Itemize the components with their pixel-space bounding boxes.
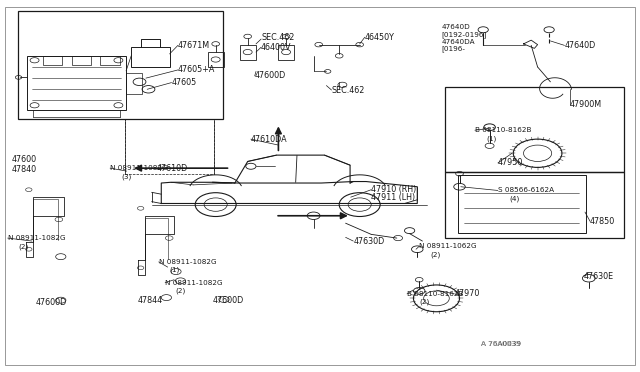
Text: 47840: 47840	[12, 165, 36, 174]
Text: SEC.462: SEC.462	[332, 86, 365, 94]
Text: 47640DA: 47640DA	[442, 39, 476, 45]
Bar	[72, 56, 91, 65]
Bar	[43, 56, 62, 65]
Text: 46400V: 46400V	[261, 43, 292, 52]
Text: A 76A0039: A 76A0039	[481, 341, 521, 347]
Text: (2): (2)	[175, 288, 186, 294]
Text: 47600D: 47600D	[255, 71, 286, 80]
Text: 47640D: 47640D	[442, 24, 470, 30]
Text: 47605: 47605	[172, 78, 196, 87]
Text: (1): (1)	[170, 267, 180, 273]
Text: 47600D: 47600D	[212, 296, 244, 305]
Bar	[27, 56, 126, 110]
Bar	[208, 52, 224, 67]
Bar	[445, 172, 624, 238]
Text: 47911 (LH): 47911 (LH)	[371, 193, 415, 202]
Text: 47844: 47844	[138, 296, 163, 305]
Text: N 08911-1082G: N 08911-1082G	[110, 165, 168, 171]
Text: S 08566-6162A: S 08566-6162A	[498, 187, 554, 193]
Text: 47671M: 47671M	[178, 41, 210, 50]
Text: 46450Y: 46450Y	[365, 33, 395, 42]
Text: 47640D: 47640D	[564, 41, 596, 50]
Text: 47610D: 47610D	[157, 164, 188, 173]
Text: N 08911-1082G: N 08911-1082G	[165, 280, 223, 286]
Text: B 08110-8162B: B 08110-8162B	[407, 291, 463, 297]
Text: 47630E: 47630E	[584, 272, 614, 280]
Text: (2): (2)	[430, 251, 440, 258]
Bar	[100, 56, 120, 65]
Text: 47950: 47950	[498, 158, 524, 167]
Text: SEC.462: SEC.462	[261, 33, 294, 42]
Text: 47630D: 47630D	[353, 237, 385, 246]
Text: 47605+A: 47605+A	[178, 65, 215, 74]
Text: A 76A0039: A 76A0039	[481, 341, 520, 347]
Text: 47600D: 47600D	[35, 298, 67, 307]
Text: N 08911-1082G: N 08911-1082G	[159, 259, 216, 265]
Text: 47600: 47600	[12, 155, 36, 164]
Bar	[131, 46, 170, 67]
Text: (2): (2)	[419, 299, 429, 305]
Bar	[445, 87, 624, 172]
Bar	[240, 45, 256, 60]
Text: (4): (4)	[509, 195, 520, 202]
Text: N 08911-1062G: N 08911-1062G	[419, 243, 477, 249]
Text: (2): (2)	[18, 243, 28, 250]
Text: 47610DA: 47610DA	[251, 135, 287, 144]
Text: 47910 (RH): 47910 (RH)	[371, 185, 417, 194]
Text: [0196-: [0196-	[442, 46, 466, 52]
Text: 47900M: 47900M	[570, 100, 602, 109]
Text: N 08911-1082G: N 08911-1082G	[8, 235, 65, 241]
Bar	[18, 11, 223, 119]
Bar	[278, 45, 294, 60]
Bar	[458, 175, 586, 232]
Text: [0192-0196]: [0192-0196]	[442, 31, 487, 38]
Text: B 08110-8162B: B 08110-8162B	[475, 127, 531, 133]
Text: 47850: 47850	[590, 217, 615, 226]
Text: (1): (1)	[486, 135, 497, 142]
Bar	[126, 73, 142, 94]
Text: (3): (3)	[122, 173, 132, 180]
Bar	[125, 119, 214, 174]
Text: 47970: 47970	[454, 289, 480, 298]
